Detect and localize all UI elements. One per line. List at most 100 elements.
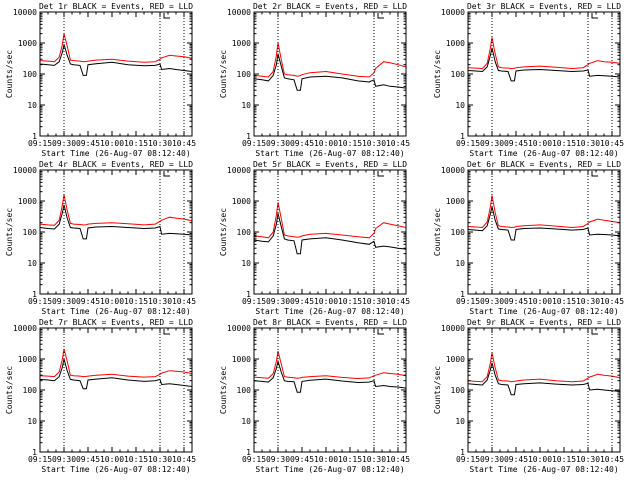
x-tick-label: 09:45 [504, 455, 528, 464]
detector-panel-4: 1 10 100 1000 10000 09:15 09:30 09:45 10:00 10:15… [5, 160, 196, 316]
x-tick-label: 10:45 [600, 455, 624, 464]
x-tick-label: 09:45 [290, 139, 314, 148]
x-tick-label: 09:15 [242, 139, 266, 148]
x-axis-label: Start Time (26-Aug-07 08:12:40) [41, 307, 190, 316]
x-tick-label: 10:00 [100, 455, 124, 464]
bracket-marker [591, 329, 598, 335]
y-tick-label: 1 [460, 290, 465, 299]
detector-panel-6: 1 10 100 1000 10000 09:15 09:30 09:45 10:00 10:15… [433, 160, 624, 316]
plot-frame [39, 327, 193, 453]
y-tick-label: 10 [241, 417, 251, 426]
y-tick-label: 10000 [227, 8, 251, 17]
x-tick-label: 10:15 [124, 139, 148, 148]
y-tick-label: 10000 [441, 324, 465, 333]
series-line-events [39, 44, 193, 76]
y-tick-label: 10 [27, 101, 37, 110]
plot-frame [253, 11, 407, 137]
x-tick-label: 10:30 [576, 297, 600, 306]
y-axis-label: Counts/sec [433, 366, 442, 414]
y-tick-label: 10000 [227, 324, 251, 333]
plot-frame [467, 169, 621, 295]
x-tick-label: 10:00 [314, 297, 338, 306]
y-tick-label: 100 [451, 228, 466, 237]
x-tick-label: 10:45 [172, 139, 196, 148]
y-tick-label: 1000 [232, 197, 251, 206]
y-tick-label: 1 [460, 448, 465, 457]
x-axis-label: Start Time (26-Aug-07 08:12:40) [469, 465, 618, 474]
panel-title: Det 7r BLACK = Events, RED = LLD [39, 318, 193, 327]
y-tick-label: 10 [455, 259, 465, 268]
series-line-events [253, 213, 407, 255]
y-tick-label: 10 [455, 417, 465, 426]
y-tick-label: 1000 [18, 355, 37, 364]
bracket-marker [377, 329, 384, 335]
x-tick-label: 10:30 [362, 297, 386, 306]
x-tick-label: 09:30 [266, 139, 290, 148]
detector-panel-1: 1 10 100 1000 10000 09:15 09:30 09:45 10:00 10:15… [5, 2, 196, 158]
y-tick-label: 1 [246, 132, 251, 141]
x-tick-label: 09:15 [28, 455, 52, 464]
y-axis-label: Counts/sec [5, 208, 14, 256]
bracket-marker [163, 329, 170, 335]
series-line-lld [253, 42, 407, 78]
x-tick-label: 09:45 [290, 455, 314, 464]
y-tick-label: 10000 [13, 166, 37, 175]
panel-title: Det 2r BLACK = Events, RED = LLD [253, 2, 407, 11]
x-tick-label: 10:45 [386, 455, 410, 464]
x-tick-label: 09:45 [76, 455, 100, 464]
detector-panel-2: 1 10 100 1000 10000 09:15 09:30 09:45 10:00 10:15… [219, 2, 410, 158]
x-tick-label: 09:15 [242, 297, 266, 306]
panel-title: Det 4r BLACK = Events, RED = LLD [39, 160, 193, 169]
y-tick-label: 1000 [232, 355, 251, 364]
x-tick-label: 09:15 [456, 297, 480, 306]
bracket-marker [591, 171, 598, 177]
y-tick-label: 1000 [446, 197, 465, 206]
x-tick-label: 09:30 [266, 455, 290, 464]
series-line-events [39, 204, 193, 240]
series-line-lld [253, 202, 407, 239]
x-tick-label: 10:00 [528, 139, 552, 148]
x-tick-label: 10:00 [528, 297, 552, 306]
y-tick-label: 1000 [446, 39, 465, 48]
x-axis-label: Start Time (26-Aug-07 08:12:40) [469, 149, 618, 158]
bracket-marker [163, 171, 170, 177]
series-line-lld [467, 37, 621, 70]
x-tick-label: 10:45 [386, 139, 410, 148]
bracket-marker [591, 13, 598, 19]
x-tick-label: 09:30 [480, 139, 504, 148]
y-tick-label: 100 [237, 386, 252, 395]
y-tick-label: 1000 [18, 39, 37, 48]
x-tick-label: 09:15 [28, 139, 52, 148]
bracket-marker [377, 13, 384, 19]
x-tick-label: 10:00 [528, 455, 552, 464]
x-tick-label: 09:15 [242, 455, 266, 464]
detector-panel-7: 1 10 100 1000 10000 09:15 09:30 09:45 10:00 10:15… [5, 318, 196, 474]
y-tick-label: 10 [455, 101, 465, 110]
y-tick-label: 10000 [13, 8, 37, 17]
x-tick-label: 09:15 [456, 139, 480, 148]
x-tick-label: 10:15 [124, 297, 148, 306]
y-tick-label: 1000 [232, 39, 251, 48]
detector-panel-3: 1 10 100 1000 10000 09:15 09:30 09:45 10:00 10:15… [433, 2, 624, 158]
y-axis-label: Counts/sec [5, 366, 14, 414]
x-tick-label: 10:15 [124, 455, 148, 464]
x-tick-label: 10:30 [148, 455, 172, 464]
x-tick-label: 09:15 [28, 297, 52, 306]
y-axis-label: Counts/sec [433, 208, 442, 256]
y-tick-label: 1 [32, 132, 37, 141]
y-tick-label: 10000 [441, 166, 465, 175]
x-tick-label: 10:30 [148, 297, 172, 306]
x-axis-label: Start Time (26-Aug-07 08:12:40) [41, 149, 190, 158]
y-tick-label: 10 [241, 101, 251, 110]
series-line-lld [39, 194, 193, 226]
x-axis-label: Start Time (26-Aug-07 08:12:40) [255, 149, 404, 158]
y-axis-label: Counts/sec [433, 50, 442, 98]
y-tick-label: 1 [32, 448, 37, 457]
panel-title: Det 9r BLACK = Events, RED = LLD [467, 318, 621, 327]
y-tick-label: 100 [23, 228, 38, 237]
y-tick-label: 10000 [227, 166, 251, 175]
x-tick-label: 10:45 [172, 297, 196, 306]
x-tick-label: 09:30 [266, 297, 290, 306]
y-tick-label: 1000 [446, 355, 465, 364]
x-axis-label: Start Time (26-Aug-07 08:12:40) [255, 307, 404, 316]
